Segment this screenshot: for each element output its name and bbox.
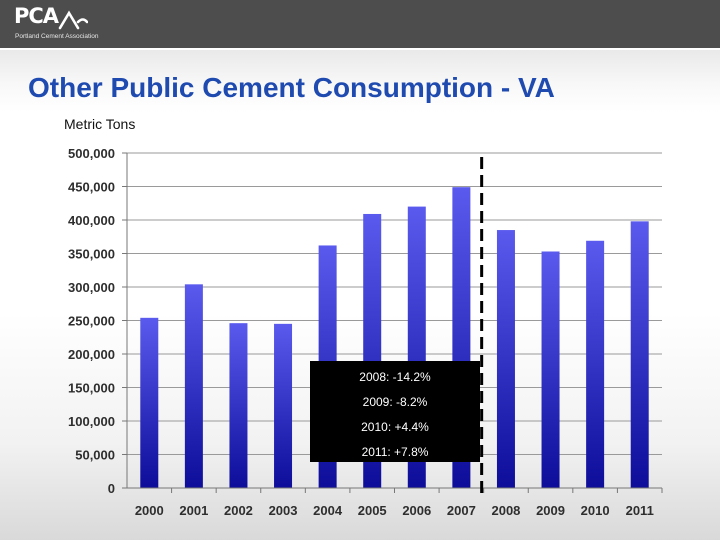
bar-2009: [541, 251, 560, 488]
title-band: [0, 50, 720, 112]
callout-line-2011: 2011: +7.8%: [361, 445, 429, 459]
x-tick-label-2011: 2011: [626, 503, 654, 518]
y-tick-label: 350,000: [68, 247, 115, 262]
y-tick-label: 450,000: [68, 180, 115, 195]
x-tick-label-2000: 2000: [135, 503, 164, 518]
y-tick-label: 0: [108, 481, 115, 496]
callout-line-2009: 2009: -8.2%: [362, 395, 428, 409]
x-tick-label-2003: 2003: [269, 503, 298, 518]
tick-labels: 0 50,000 100,000 150,000 200,000 250,000 300,0…: [68, 146, 654, 518]
callout-line-2008: 2008: -14.2%: [359, 370, 431, 384]
logo-subtitle: Portland Cement Association: [15, 33, 99, 40]
bar-2001: [184, 284, 203, 488]
x-tick-label-2005: 2005: [358, 503, 387, 518]
y-tick-label: 500,000: [68, 146, 115, 161]
x-tick-label-2008: 2008: [491, 503, 520, 518]
x-tick-label-2009: 2009: [536, 503, 565, 518]
page-title: Other Public Cement Consumption - VA: [28, 72, 555, 103]
axes: [122, 152, 663, 493]
bar-2011: [630, 221, 649, 488]
bar-2000: [140, 317, 159, 488]
y-tick-label: 150,000: [68, 381, 115, 396]
x-tick-label-2004: 2004: [313, 503, 343, 518]
y-tick-label: 50,000: [75, 448, 115, 463]
y-axis-unit-label: Metric Tons: [64, 116, 136, 132]
x-tick-label-2002: 2002: [224, 503, 253, 518]
bar-2010: [586, 240, 605, 488]
bar-2002: [229, 323, 248, 488]
x-tick-label-2006: 2006: [402, 503, 431, 518]
callout-line-2010: 2010: +4.4%: [361, 420, 429, 434]
y-tick-label: 300,000: [68, 280, 115, 295]
y-tick-label: 250,000: [68, 314, 115, 329]
y-tick-label: 200,000: [68, 347, 115, 362]
y-tick-label: 100,000: [68, 414, 115, 429]
x-tick-label-2001: 2001: [179, 503, 208, 518]
x-tick-label-2007: 2007: [447, 503, 476, 518]
logo-swoosh-icon: [58, 10, 88, 30]
pca-logo: PCA Portland Cement Association: [14, 4, 134, 44]
bar-2008: [496, 230, 515, 489]
header-bar: PCA Portland Cement Association: [0, 0, 720, 48]
x-tick-label-2010: 2010: [581, 503, 610, 518]
logo-mark: PCA: [14, 4, 59, 28]
change-callout-box: 2008: -14.2% 2009: -8.2% 2010: +4.4% 201…: [310, 361, 480, 462]
bar-2003: [274, 323, 293, 488]
y-tick-label: 400,000: [68, 213, 115, 228]
